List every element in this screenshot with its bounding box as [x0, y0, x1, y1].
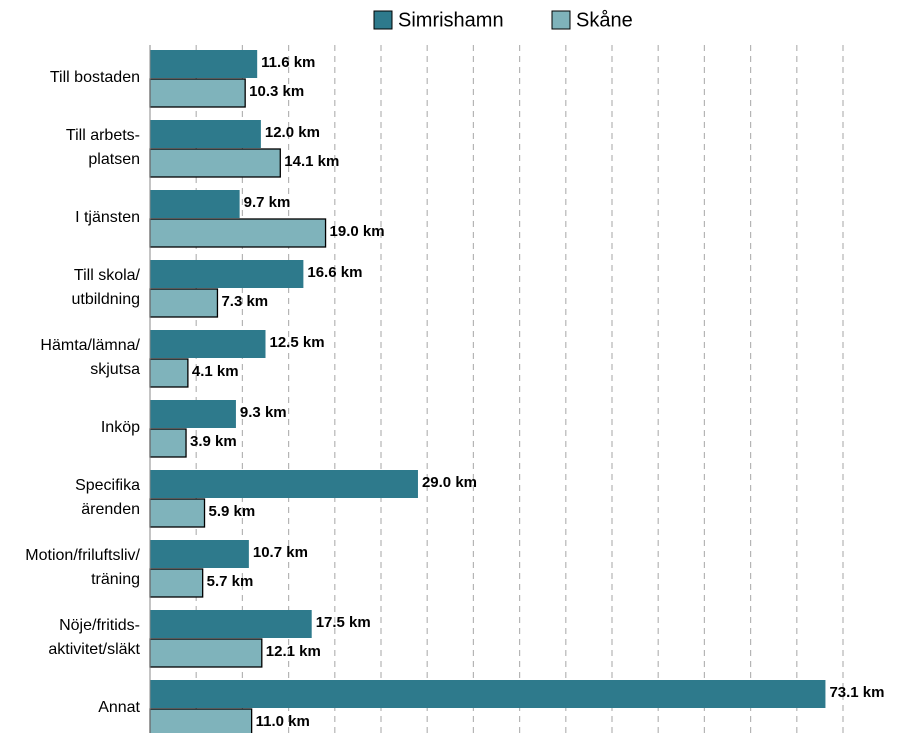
value-label: 12.1 km [266, 643, 321, 660]
bar [149, 78, 246, 108]
y-tick-label: Till bostaden [50, 69, 140, 86]
bar [149, 428, 187, 458]
y-tick-label: Specifika ärenden [75, 477, 140, 518]
value-label: 5.7 km [207, 573, 254, 590]
value-label: 16.6 km [307, 264, 362, 281]
bar [149, 498, 206, 528]
value-label: 9.7 km [244, 194, 291, 211]
value-label: 11.6 km [261, 54, 315, 71]
bar [150, 50, 258, 78]
bar [150, 190, 240, 218]
value-label: 10.7 km [253, 544, 308, 561]
bar [150, 260, 304, 288]
legend-swatch [551, 10, 571, 30]
bar [149, 358, 189, 388]
legend-swatch [373, 10, 393, 30]
bar [150, 470, 418, 498]
bar [150, 610, 312, 638]
value-label: 12.5 km [270, 334, 325, 351]
y-tick-label: Till arbets-platsen [66, 127, 140, 168]
value-label: 14.1 km [284, 153, 339, 170]
value-label: 9.3 km [240, 404, 287, 421]
y-tick-label: I tjänsten [75, 209, 140, 226]
value-label: 4.1 km [192, 363, 239, 380]
value-label: 73.1 km [829, 684, 884, 701]
bar [150, 400, 236, 428]
bar [149, 568, 204, 598]
bar [149, 288, 219, 318]
bar [149, 218, 327, 248]
value-label: 7.3 km [221, 293, 268, 310]
y-tick-label: Motion/friluftsliv/träning [25, 547, 140, 588]
y-tick-label: Till skola/utbildning [72, 267, 141, 308]
value-label: 29.0 km [422, 474, 477, 491]
bar [150, 330, 266, 358]
bar [149, 708, 253, 733]
value-label: 10.3 km [249, 83, 304, 100]
value-label: 5.9 km [209, 503, 256, 520]
legend-label: Simrishamn [398, 9, 504, 31]
value-label: 12.0 km [265, 124, 320, 141]
y-tick-label: Nöje/fritids-aktivitet/släkt [48, 617, 140, 658]
bar [150, 120, 261, 148]
value-label: 11.0 km [256, 713, 310, 730]
bar [150, 680, 826, 708]
bar [149, 148, 281, 178]
value-label: 3.9 km [190, 433, 237, 450]
y-tick-label: Annat [98, 699, 140, 716]
value-label: 17.5 km [316, 614, 371, 631]
value-label: 19.0 km [330, 223, 385, 240]
y-tick-label: Inköp [101, 419, 140, 436]
bar [150, 540, 249, 568]
y-tick-label: Hämta/lämna/skjutsa [40, 337, 140, 378]
bar [149, 638, 263, 668]
legend-label: Skåne [576, 9, 633, 31]
